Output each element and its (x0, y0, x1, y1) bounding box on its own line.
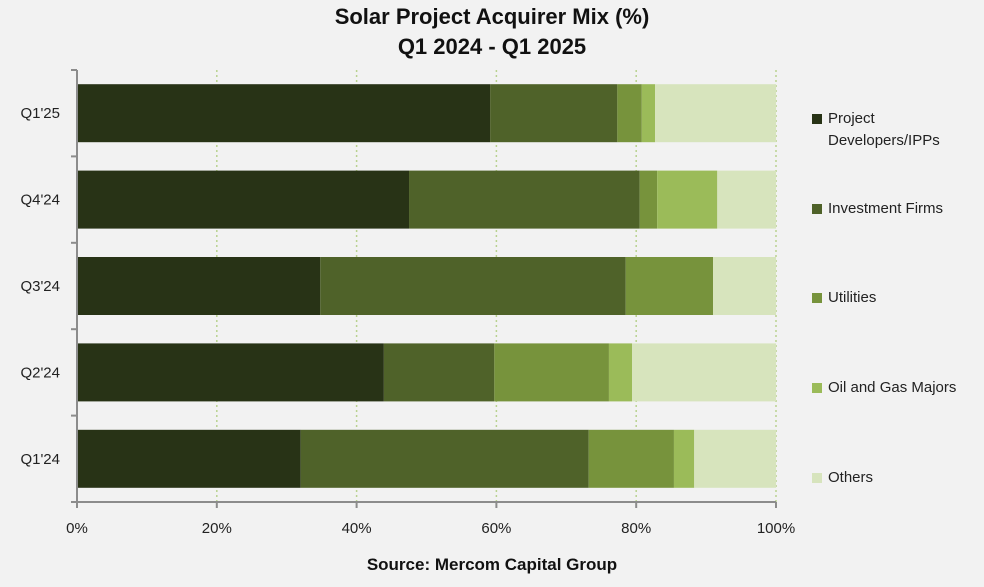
bar-segment (694, 429, 776, 488)
bar-segment (490, 84, 618, 143)
chart-title: Solar Project Acquirer Mix (%) Q1 2024 -… (0, 2, 984, 62)
bar-segment (632, 343, 776, 402)
legend-swatch (812, 293, 822, 303)
bar-segment (77, 257, 321, 315)
bar-segment (657, 170, 718, 229)
bar-segment (77, 343, 384, 402)
y-tick-label: Q1'25 (20, 105, 60, 122)
legend-label: Project Developers/IPPs (828, 110, 940, 149)
y-tick-label: Q4'24 (20, 192, 60, 209)
x-tick-label: 40% (342, 520, 372, 537)
bar-segment (655, 84, 776, 143)
x-tick-label: 0% (66, 520, 88, 537)
bar-segment (641, 84, 656, 143)
bar-segment (713, 257, 776, 315)
bar-segment (77, 170, 410, 229)
bar-segment (717, 170, 776, 229)
bar-segment (383, 343, 495, 402)
x-tick-label: 60% (481, 520, 511, 537)
bar-segment (77, 429, 301, 488)
legend-label: Others (828, 469, 874, 486)
bar-segment (320, 257, 626, 315)
bar-segment (588, 429, 674, 488)
legend-label: Oil and Gas Majors (828, 379, 957, 396)
legend-swatch (812, 204, 822, 214)
bar-segment (617, 84, 642, 143)
x-tick-label: 100% (757, 520, 795, 537)
legend-label: Investment Firms (828, 200, 944, 217)
legend-swatch (812, 114, 822, 124)
chart-subtitle: Q1 2024 - Q1 2025 (397, 34, 587, 59)
y-tick-label: Q3'24 (20, 278, 60, 295)
y-tick-label: Q1'24 (20, 451, 60, 468)
bar-segment (77, 84, 491, 143)
bar-segment (625, 257, 714, 315)
source-note: Source: Mercom Capital Group (366, 555, 618, 574)
chart-title-main: Solar Project Acquirer Mix (%) (334, 4, 650, 29)
legend-swatch (812, 383, 822, 393)
x-tick-label: 20% (202, 520, 232, 537)
x-tick-label: 80% (621, 520, 651, 537)
bar-segment (639, 170, 658, 229)
bar-segment (409, 170, 640, 229)
bar-segment (300, 429, 589, 488)
bar-segment (608, 343, 633, 402)
bar-segment (494, 343, 609, 402)
bar-segment (673, 429, 695, 488)
legend-swatch (812, 473, 822, 483)
y-tick-label: Q2'24 (20, 364, 60, 381)
legend-label: Utilities (828, 289, 877, 306)
